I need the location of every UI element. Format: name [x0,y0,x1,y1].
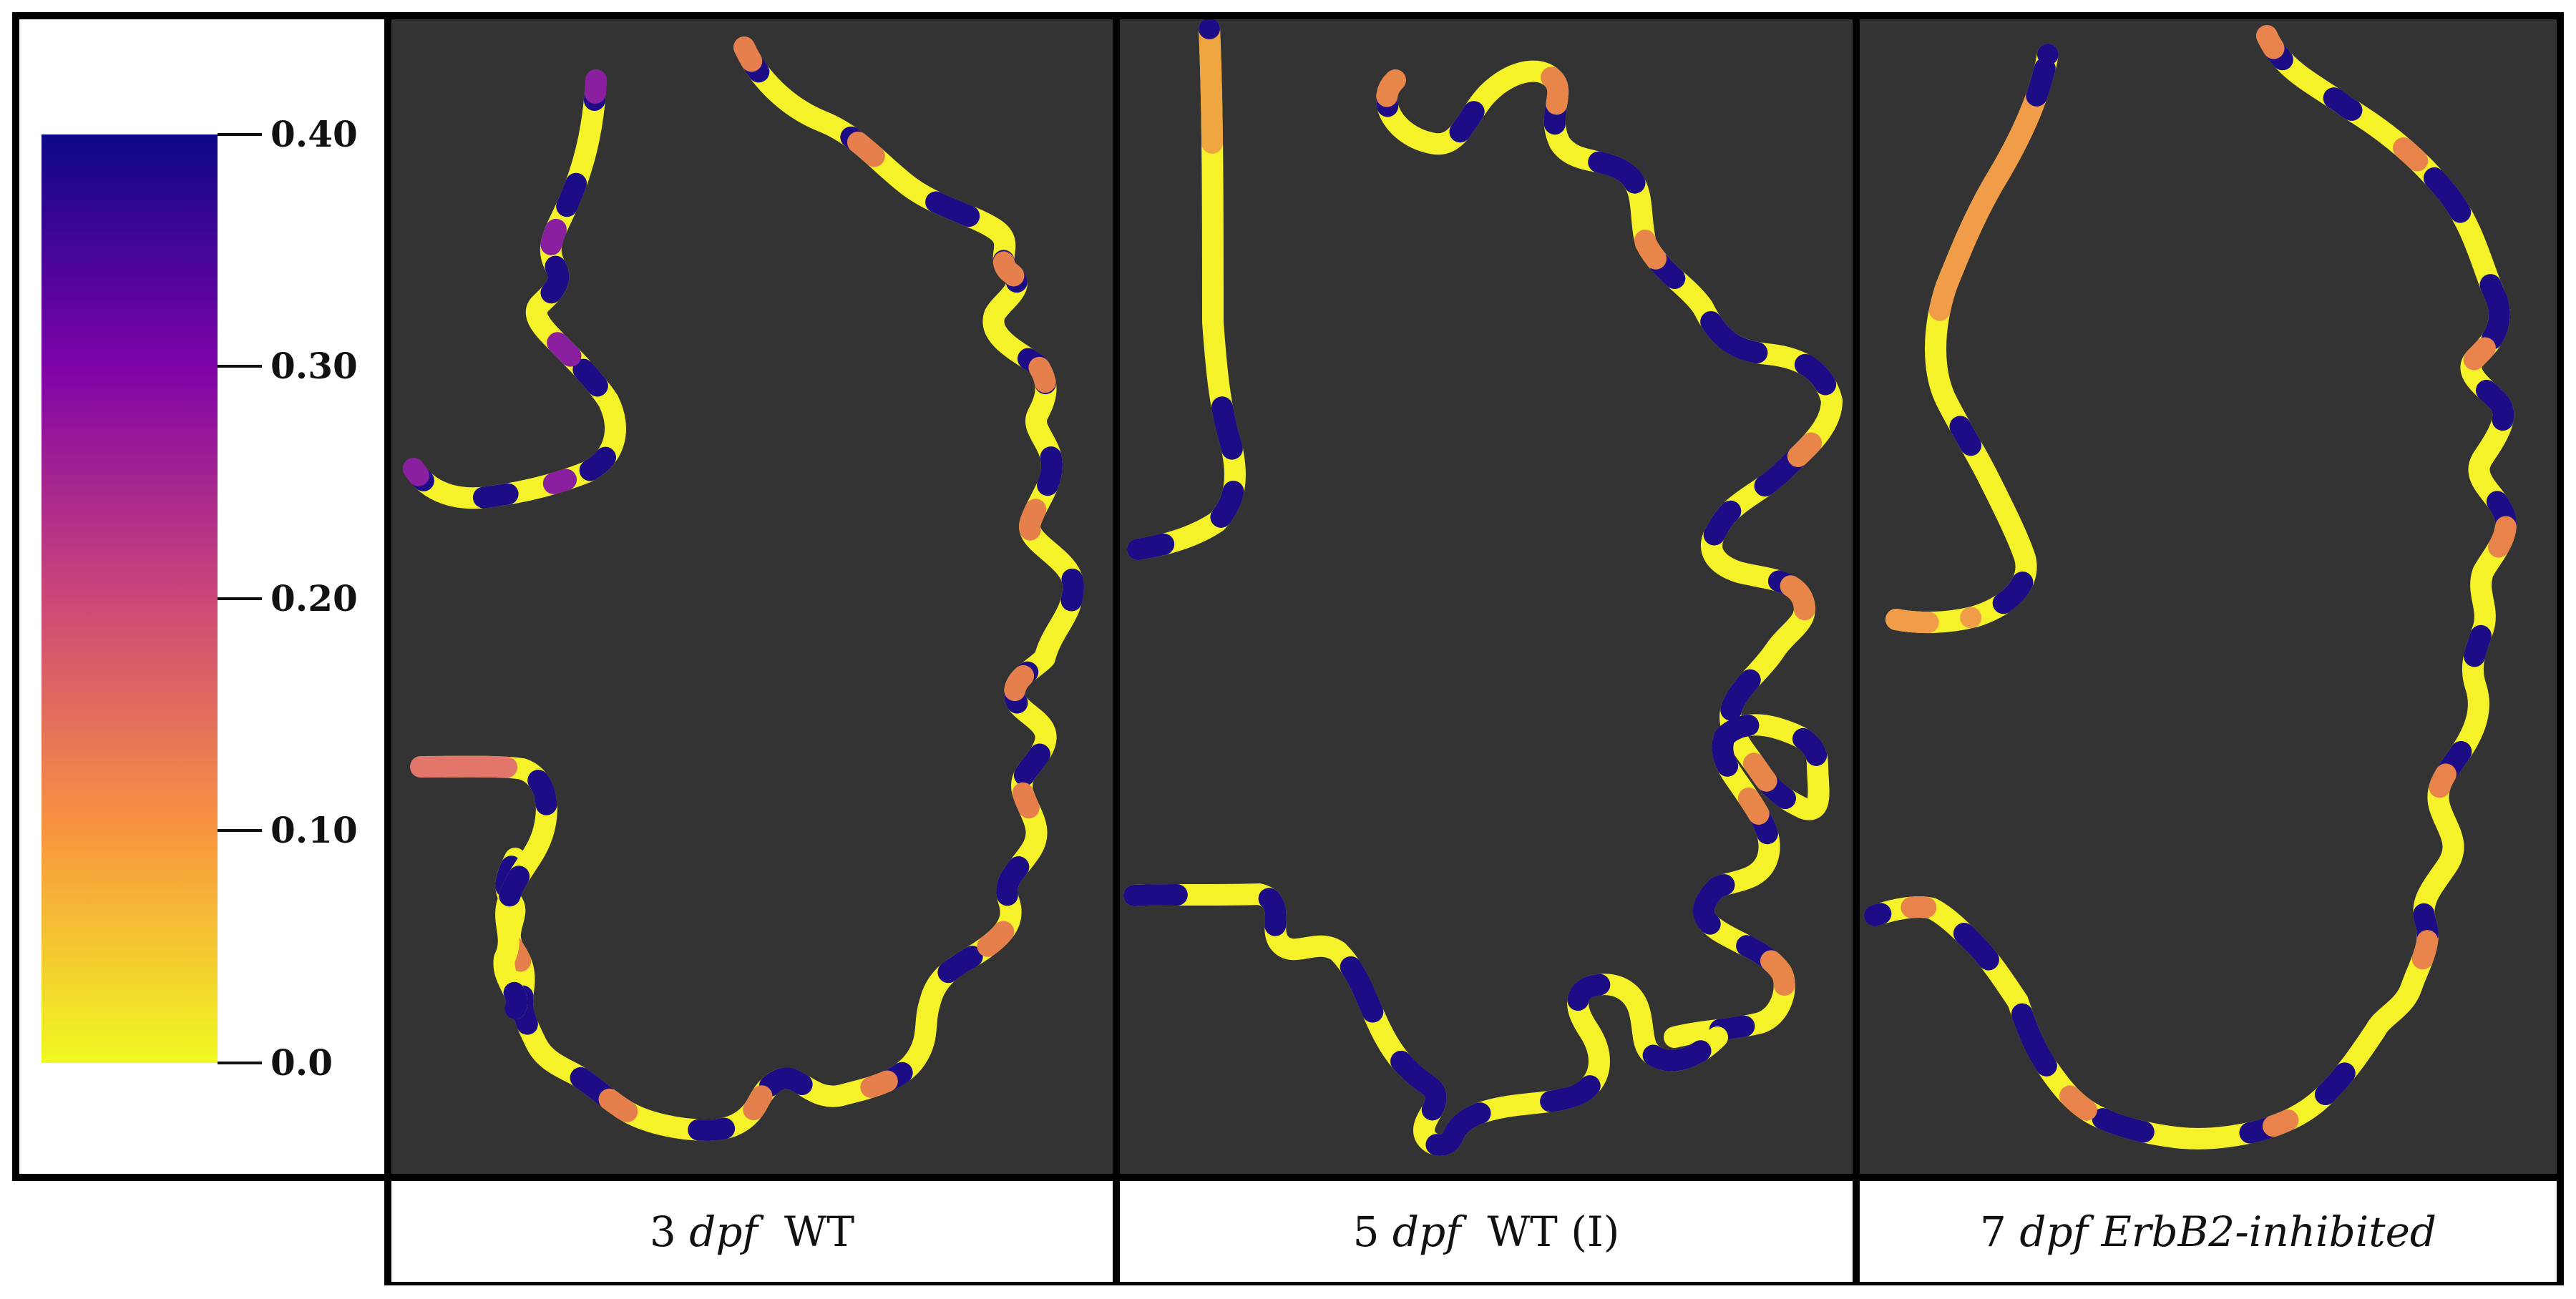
colorbar-tick-label: 0.40 [270,113,358,155]
colorbar-tick-label: 0.0 [270,1041,333,1084]
curve-right-wall-dark [1864,25,2517,1150]
caption-rest: WT [784,1207,855,1256]
caption-italic: dpf ErbB2-inhibited [2019,1207,2437,1256]
curve-bottom-left-pink [410,755,557,1019]
panel-5dpf-wt [1116,16,1856,1177]
panel-5dpf-curves [1123,18,1843,1156]
caption-rest: WT (I) [1487,1207,1620,1256]
curve-left-vertical-dark [1127,18,1246,560]
colorbar-tick-label: 0.20 [270,577,358,619]
panel-7dpf-curves [1864,25,2517,1150]
colorbar-ticks [218,133,262,1064]
caption-5dpf-wt: 5 dpf WT (I) [1120,1182,1853,1282]
curve-right-orange [495,36,1084,1141]
caption-italic: dpf [689,1207,758,1256]
caption-number: 7 [1979,1207,2006,1256]
caption-number: 3 [649,1207,676,1256]
caption-3dpf-wt: 3 dpf WT [391,1182,1113,1282]
curve-top-left-purple [403,69,626,509]
curve-left-arc-dark [1885,44,2059,634]
curve-top-left-dark [403,69,626,509]
panel-3dpf-wt [388,16,1116,1177]
colorbar [42,134,218,1063]
caption-italic: dpf [1392,1207,1461,1256]
caption-number: 5 [1352,1207,1380,1256]
curve-right-loop-orange [1376,60,1843,1048]
curve-right-dark [495,36,1084,1141]
curve-bottom-dark [1123,883,1728,1156]
curve-left-arc-orange [1885,44,2059,634]
caption-7dpf-erbb2: 7 dpf ErbB2-inhibited [1860,1182,2557,1282]
colorbar-tick-label: 0.30 [270,345,358,387]
colorbar-tick-label: 0.10 [270,809,358,851]
curve-right-wall-orange [1864,25,2517,1150]
panel-3dpf-curves [403,36,1084,1141]
